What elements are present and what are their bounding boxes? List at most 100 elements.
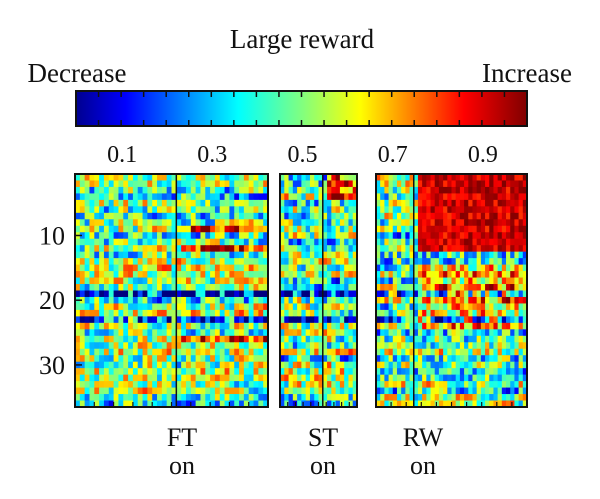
heatmap-cell: [108, 290, 115, 298]
heatmap-cell: [288, 303, 294, 311]
heatmap-cell: [258, 271, 264, 279]
heatmap-cell: [253, 271, 259, 279]
heatmap-cell: [292, 335, 298, 343]
heatmap-cell: [229, 355, 235, 363]
heatmap-cell: [284, 335, 290, 343]
heatmap-cell: [253, 387, 259, 395]
heatmap-cell: [181, 212, 187, 220]
heatmap-cell: [258, 180, 264, 188]
heatmap-cell: [128, 264, 134, 272]
heatmap-cell: [438, 355, 444, 363]
heatmap-cell: [501, 316, 507, 324]
heatmap-cell: [108, 303, 115, 311]
heatmap-cell: [322, 271, 328, 279]
heatmap-cell: [99, 264, 105, 272]
heatmap-cell: [99, 342, 105, 350]
heatmap-cell: [128, 258, 134, 266]
heatmap-cell: [396, 329, 402, 337]
heatmap-cell: [392, 329, 398, 337]
heatmap-cell: [522, 316, 528, 324]
heatmap-cell: [380, 212, 385, 220]
heatmap-cell: [376, 174, 381, 182]
heatmap-cell: [297, 251, 302, 259]
heatmap-cell: [185, 238, 192, 246]
heatmap-cell: [94, 394, 100, 402]
heatmap-cell: [234, 374, 240, 382]
heatmap-cell: [392, 335, 398, 343]
heatmap-cell: [422, 374, 427, 382]
heatmap-cell: [205, 271, 211, 279]
heatmap-cell: [142, 264, 148, 272]
heatmap-cell: [331, 232, 337, 240]
heatmap-cell: [314, 245, 320, 253]
heatmap-cell: [405, 322, 411, 330]
heatmap-cell: [392, 264, 398, 272]
heatmap-cell: [243, 387, 250, 395]
heatmap-cell: [200, 329, 206, 337]
heatmap-cell: [468, 309, 474, 317]
heatmap-cell: [510, 316, 516, 324]
heatmap-cell: [75, 186, 81, 195]
heatmap-cell: [426, 271, 432, 279]
heatmap-cell: [327, 186, 332, 195]
heatmap-cell: [142, 290, 148, 298]
heatmap-cell: [510, 296, 516, 305]
heatmap-cell: [301, 238, 307, 246]
heatmap-cell: [459, 381, 465, 389]
heatmap-cell: [161, 232, 168, 240]
heatmap-cell: [514, 206, 520, 214]
heatmap-cell: [388, 225, 394, 233]
heatmap-cell: [224, 355, 230, 363]
heatmap-cell: [108, 374, 115, 382]
heatmap-cell: [263, 361, 269, 369]
heatmap-cell: [229, 322, 235, 330]
heatmap-cell: [176, 193, 182, 201]
heatmap-cell: [331, 251, 337, 259]
heatmap-cell: [392, 322, 398, 330]
heatmap-cell: [451, 348, 457, 356]
heatmap-cell: [468, 258, 474, 266]
heatmap-cell: [229, 387, 235, 395]
heatmap-cell: [243, 225, 250, 233]
heatmap-cell: [253, 296, 259, 305]
heatmap-cell: [258, 193, 264, 201]
heatmap-cell: [142, 174, 148, 182]
heatmap-cell: [388, 342, 394, 350]
heatmap-cell: [123, 374, 129, 382]
heatmap-cell: [451, 271, 457, 279]
heatmap-cell: [205, 264, 211, 272]
heatmap-cell: [181, 322, 187, 330]
heatmap-cell: [335, 232, 341, 240]
heatmap-cell: [506, 180, 511, 188]
heatmap-cell: [210, 290, 216, 298]
heatmap-cell: [128, 368, 134, 376]
heatmap-cell: [157, 206, 163, 214]
heatmap-cell: [284, 264, 290, 272]
heatmap-cell: [248, 264, 255, 272]
heatmap-cell: [214, 264, 221, 272]
heatmap-cell: [409, 225, 415, 233]
heatmap-cell: [344, 355, 350, 363]
heatmap-cell: [485, 342, 490, 350]
heatmap-cell: [322, 186, 328, 195]
heatmap-cell: [510, 186, 516, 195]
heatmap-cell: [152, 219, 158, 227]
heatmap-cell: [166, 271, 173, 279]
heatmap-cell: [84, 206, 91, 214]
heatmap-cell: [190, 245, 197, 253]
heatmap-cell: [79, 342, 86, 350]
heatmap-cell: [309, 381, 315, 389]
heatmap-cell: [171, 316, 177, 324]
heatmap-cell: [489, 271, 495, 279]
heatmap-cell: [447, 180, 453, 188]
heatmap-cell: [181, 271, 187, 279]
heatmap-cell: [292, 277, 298, 285]
heatmap-cell: [438, 193, 444, 201]
heatmap-cell: [118, 206, 124, 214]
heatmap-cell: [344, 309, 350, 317]
heatmap-cell: [396, 277, 402, 285]
heatmap-cell: [380, 342, 385, 350]
heatmap-cell: [75, 335, 81, 343]
heatmap-cell: [229, 400, 235, 408]
heatmap-cell: [451, 199, 457, 207]
